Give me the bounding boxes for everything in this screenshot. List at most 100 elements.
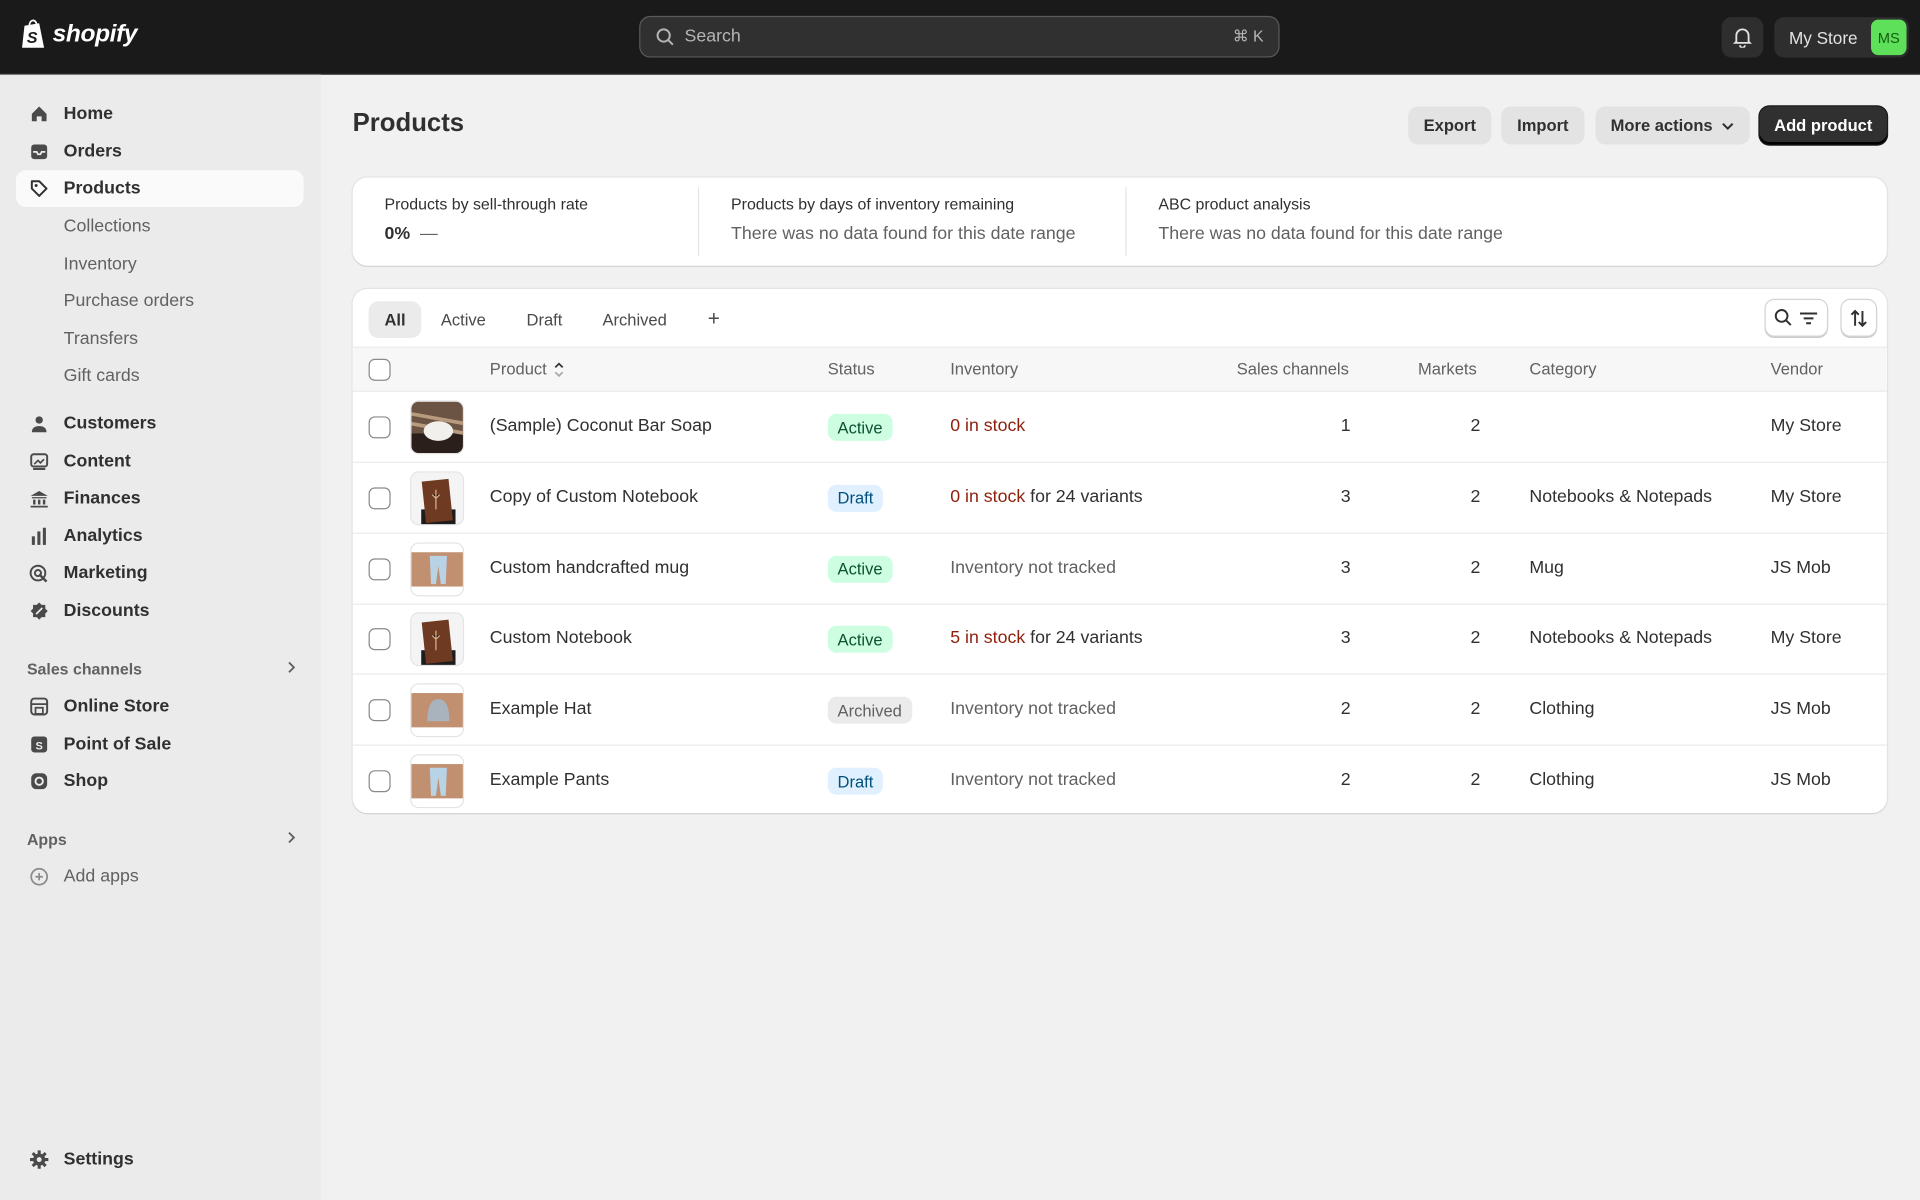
- row-checkbox[interactable]: [368, 699, 391, 722]
- tab-active[interactable]: Active: [440, 310, 486, 329]
- product-thumbnail: [410, 754, 465, 809]
- stock-count: 0 in stock: [950, 416, 1026, 436]
- store-menu-button[interactable]: My Store MS: [1774, 17, 1909, 58]
- row-checkbox[interactable]: [368, 557, 391, 580]
- table-row[interactable]: Example Hat Archived Inventory not tracked…: [352, 675, 1887, 746]
- metric-sell-through[interactable]: Products by sell-through rate 0% —: [384, 178, 588, 266]
- metric-abc-analysis[interactable]: ABC product analysis There was no data f…: [1158, 178, 1502, 266]
- shopify-logo[interactable]: S shopify: [21, 18, 138, 50]
- sales-channels-count: 3: [1340, 487, 1351, 507]
- column-markets: Markets: [1417, 360, 1477, 379]
- markets-count: 2: [1470, 416, 1481, 436]
- metric-trend: —: [420, 224, 438, 244]
- inventory-cell: Inventory not tracked: [950, 770, 1116, 790]
- sales-channels-heading[interactable]: Sales channels: [27, 660, 296, 678]
- row-checkbox[interactable]: [368, 487, 391, 510]
- nav-label: Products: [63, 178, 141, 199]
- select-all-checkbox[interactable]: [368, 358, 391, 381]
- person-icon: [31, 416, 47, 433]
- sidebar-item-orders[interactable]: Orders: [16, 133, 304, 170]
- import-button[interactable]: Import: [1501, 106, 1585, 145]
- search-filter-button[interactable]: [1764, 298, 1829, 337]
- export-button[interactable]: Export: [1408, 106, 1492, 145]
- notifications-button[interactable]: [1721, 17, 1764, 58]
- store-name: My Store: [1788, 27, 1858, 48]
- section-label: Apps: [26, 830, 67, 849]
- sidebar-item-analytics[interactable]: Analytics: [16, 517, 304, 554]
- bell-icon: [1732, 28, 1753, 48]
- sidebar-item-customers[interactable]: Customers: [16, 405, 304, 442]
- tab-archived[interactable]: Archived: [602, 310, 667, 329]
- table-row[interactable]: Example Pants Draft Inventory not tracked 2…: [353, 746, 1887, 813]
- column-sales-channels: Sales channels: [1236, 360, 1349, 379]
- sidebar-item-online-store[interactable]: Online Store: [16, 688, 304, 725]
- table-header: Product Status Inventory Sales channels …: [352, 346, 1887, 392]
- sidebar-item-marketing[interactable]: Marketing: [16, 555, 304, 592]
- column-product[interactable]: Product: [490, 360, 564, 378]
- sidebar-item-finances[interactable]: Finances: [16, 480, 304, 517]
- chevron-right-icon: [288, 661, 296, 673]
- product-name-link[interactable]: Example Hat: [489, 699, 592, 720]
- more-actions-button[interactable]: More actions: [1595, 106, 1750, 145]
- table-row[interactable]: Custom Notebook Active 5 in stock for 24 v…: [352, 604, 1887, 676]
- sidebar-item-point-of-sale[interactable]: S Point of Sale: [16, 726, 304, 763]
- nav-label: Point of Sale: [63, 734, 172, 754]
- add-view-button[interactable]: +: [707, 307, 720, 331]
- add-product-button[interactable]: Add product: [1759, 106, 1887, 145]
- sidebar-item-purchase-orders[interactable]: Purchase orders: [16, 283, 304, 320]
- sidebar-item-shop[interactable]: Shop: [16, 763, 304, 800]
- nav-label: Gift cards: [63, 366, 140, 386]
- shopify-bag-icon: S: [22, 19, 45, 48]
- nav-label: Customers: [63, 413, 157, 434]
- sidebar-item-products[interactable]: Products: [15, 170, 304, 207]
- tab-draft[interactable]: Draft: [526, 310, 563, 329]
- stock-count: 5 in stock: [950, 628, 1026, 649]
- bank-icon: [30, 491, 48, 508]
- tab-all[interactable]: All: [368, 301, 422, 338]
- category-cell: Mug: [1529, 557, 1564, 578]
- apps-heading[interactable]: Apps: [26, 830, 296, 849]
- nav-label: Content: [63, 451, 131, 471]
- product-name-link[interactable]: Example Pants: [489, 770, 610, 790]
- add-apps-button[interactable]: Add apps: [16, 858, 304, 895]
- table-row[interactable]: (Sample) Coconut Bar Soap Active 0 in stoc…: [352, 392, 1887, 463]
- content-icon: [30, 452, 49, 470]
- analytics-card: Products by sell-through rate 0% — Produ…: [352, 177, 1887, 266]
- metric-days-inventory[interactable]: Products by days of inventory remaining …: [731, 178, 1075, 266]
- sidebar-item-content[interactable]: Content: [16, 443, 304, 480]
- row-checkbox[interactable]: [368, 770, 391, 793]
- sales-channels-count: 2: [1340, 770, 1351, 790]
- inventory-cell: 0 in stock: [950, 416, 1025, 436]
- product-name-link[interactable]: (Sample) Coconut Bar Soap: [489, 416, 712, 436]
- sidebar-item-discounts[interactable]: Discounts: [16, 592, 304, 629]
- sidebar-item-collections[interactable]: Collections: [16, 208, 304, 245]
- product-name-link[interactable]: Copy of Custom Notebook: [489, 487, 699, 507]
- sort-button[interactable]: [1840, 298, 1878, 337]
- sidebar-item-inventory[interactable]: Inventory: [16, 246, 304, 283]
- inventory-detail: Inventory not tracked: [950, 557, 1117, 578]
- nav-label: Orders: [63, 141, 122, 162]
- sidebar-item-gift-cards[interactable]: Gift cards: [16, 358, 304, 395]
- product-name-link[interactable]: Custom handcrafted mug: [489, 557, 690, 578]
- sidebar-item-settings[interactable]: Settings: [16, 1141, 304, 1178]
- row-checkbox[interactable]: [368, 628, 391, 651]
- sidebar-item-home[interactable]: Home: [16, 96, 304, 133]
- markets-count: 2: [1470, 487, 1481, 507]
- metric-value: There was no data found for this date ra…: [731, 224, 1076, 244]
- table-row[interactable]: Copy of Custom Notebook Draft 0 in stock f…: [352, 463, 1887, 534]
- search-input[interactable]: Search ⌘ K: [639, 15, 1280, 58]
- product-name-link[interactable]: Custom Notebook: [489, 628, 632, 649]
- status-badge: Archived: [827, 696, 912, 724]
- chevron-down-icon: [1721, 122, 1733, 130]
- metric-value: 0%: [384, 224, 411, 244]
- shop-icon: [31, 773, 48, 790]
- divider: [1125, 187, 1127, 256]
- row-checkbox[interactable]: [368, 416, 391, 439]
- table-row[interactable]: Custom handcrafted mug Active Inventory no…: [352, 533, 1887, 605]
- home-icon: [31, 106, 47, 122]
- column-inventory: Inventory: [950, 360, 1019, 379]
- search-icon: [656, 28, 674, 46]
- sidebar-item-transfers[interactable]: Transfers: [16, 320, 304, 357]
- nav-label: Home: [63, 104, 114, 124]
- markets-count: 2: [1470, 557, 1481, 578]
